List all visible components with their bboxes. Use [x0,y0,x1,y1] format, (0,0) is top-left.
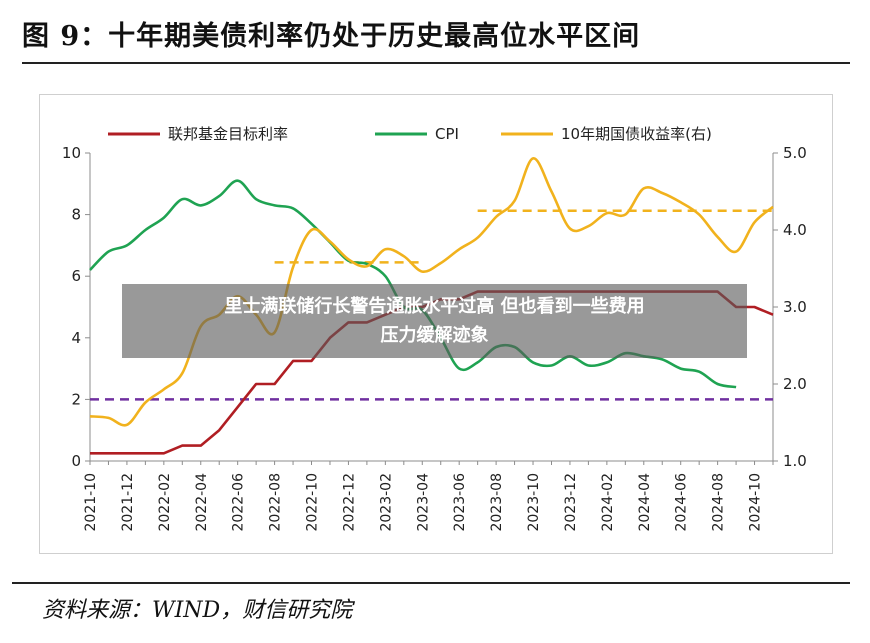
left-y-tick-label: 6 [71,267,81,285]
left-y-tick-label: 4 [71,329,81,347]
headline-text: 里士满联储行长警告通胀水平过高 但也看到一些费用 压力缓解迹象 [122,292,747,350]
title-rule [22,62,850,64]
x-tick-label: 2024-06 [674,473,690,532]
x-tick-label: 2023-04 [415,473,431,532]
x-tick-label: 2024-10 [748,473,764,532]
reference-lines [90,209,773,401]
right-y-tick-label: 2.0 [783,375,807,393]
right-y-tick-label: 5.0 [783,144,807,162]
chart-legend: 联邦基金目标利率 CPI 10年期国债收益率(右) [108,125,712,143]
figure-title: 图 9：十年期美债利率仍处于历史最高位水平区间 [22,21,641,52]
x-tick-label: 2023-12 [563,473,579,532]
x-tick-label: 2022-04 [194,473,210,532]
x-tick-label: 2023-06 [452,473,468,532]
x-tick-label: 2022-12 [341,473,357,532]
x-tick-label: 2022-06 [231,473,247,532]
x-tick-label: 2023-10 [526,473,542,532]
source-rule [12,582,850,584]
headline-overlay[interactable]: 里士满联储行长警告通胀水平过高 但也看到一些费用 压力缓解迹象 [122,284,747,358]
x-tick-label: 2023-08 [489,473,505,532]
chart-axes: 0 2 4 6 8 10 1.0 2.0 3.0 4.0 5.0 2021-10 2021-12 2022… [62,144,807,532]
x-tick-label: 2022-02 [157,473,173,532]
left-y-tick-label: 0 [71,452,81,470]
right-y-tick-label: 1.0 [783,452,807,470]
headline-line-2: 压力缓解迹象 [380,325,489,346]
x-tick-label: 2024-08 [711,473,727,532]
headline-line-1: 里士满联储行长警告通胀水平过高 但也看到一些费用 [224,296,645,317]
x-tick-label: 2024-04 [637,473,653,532]
right-y-tick-label: 4.0 [783,221,807,239]
left-y-tick-label: 10 [62,144,81,162]
left-y-tick-label: 2 [71,390,81,408]
x-tick-label: 2022-08 [268,473,284,532]
x-tick-label: 2021-10 [83,473,99,532]
x-tick-label: 2024-02 [600,473,616,532]
source-note: 资料来源：WIND，财信研究院 [42,598,353,623]
x-tick-label: 2021-12 [120,473,136,532]
right-y-tick-label: 3.0 [783,298,807,316]
x-tick-label: 2022-10 [305,473,321,532]
x-tick-label: 2023-02 [378,473,394,532]
left-y-tick-label: 8 [71,206,81,224]
legend-label: 10年期国债收益率(右) [561,125,712,143]
legend-label: CPI [435,125,459,143]
legend-label: 联邦基金目标利率 [168,125,288,143]
